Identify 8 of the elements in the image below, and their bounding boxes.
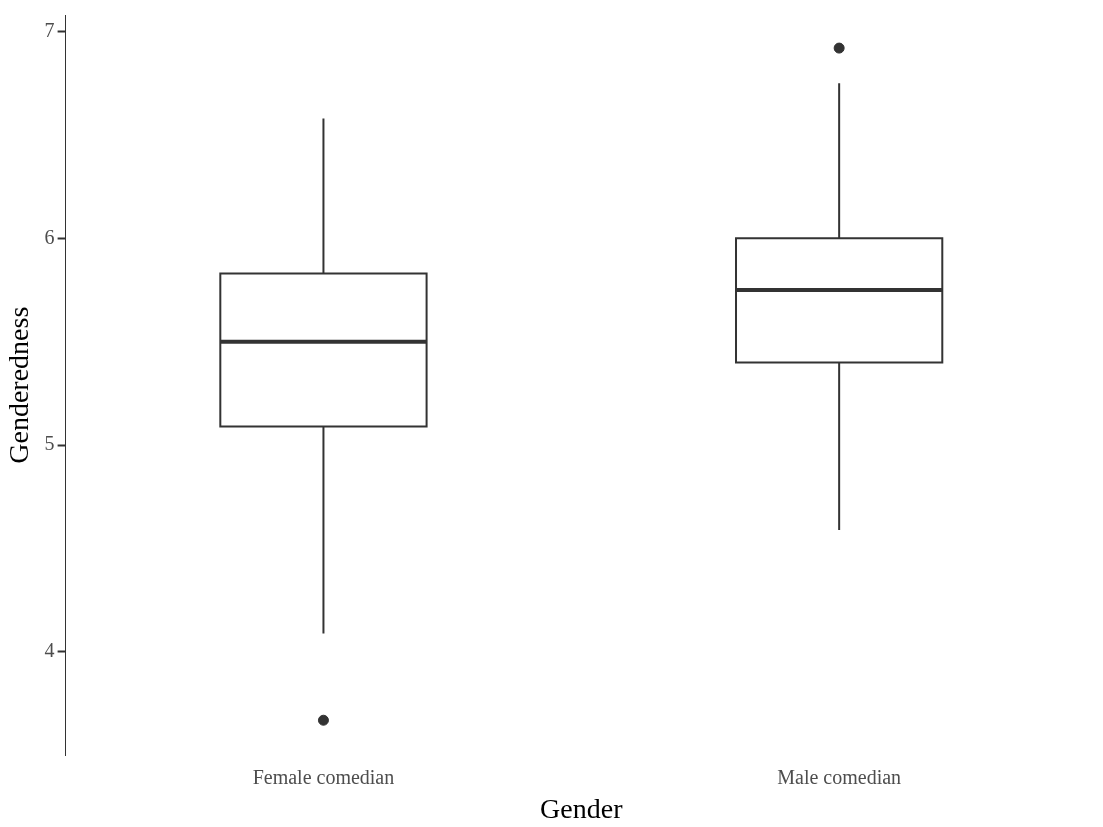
x-tick-label: Male comedian [777, 765, 902, 788]
y-axis-title: Genderedness [3, 306, 35, 464]
x-axis-title: Gender [540, 792, 624, 824]
x-tick-label: Female comedian [252, 765, 395, 788]
y-tick-label: 4 [44, 639, 55, 662]
y-tick-label: 5 [44, 432, 55, 455]
y-tick-label: 6 [44, 225, 55, 248]
y-tick-label: 7 [44, 18, 55, 41]
